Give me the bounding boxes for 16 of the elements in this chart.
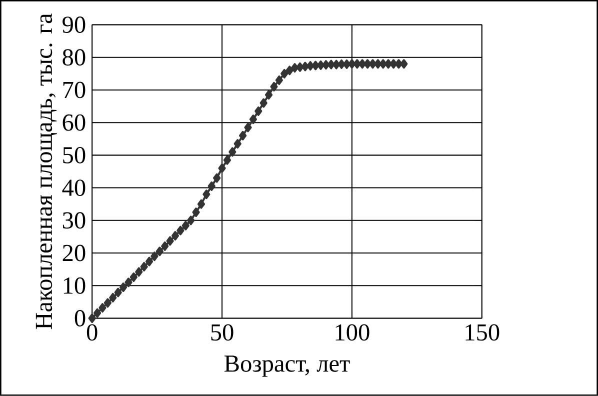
y-tick-label: 50 (63, 147, 86, 164)
y-tick-label: 20 (62, 244, 86, 262)
y-tick-label: 60 (62, 114, 86, 131)
y-tick-label: 30 (62, 212, 86, 229)
y-axis-title: Накопленная площадь, тыс. га (36, 14, 57, 330)
y-tick-label: 70 (63, 82, 86, 98)
x-tick-label: 0 (86, 324, 98, 341)
y-tick-label: 40 (62, 180, 86, 196)
x-tick-label: 100 (336, 324, 370, 341)
x-tick-label: 50 (211, 324, 234, 341)
y-tick-label: 90 (62, 16, 86, 34)
y-tick-label: 0 (74, 310, 86, 327)
x-axis-title: Возраст, лет (224, 356, 350, 377)
y-tick-label: 10 (64, 277, 86, 294)
y-tick-label: 80 (62, 49, 86, 66)
x-tick-label: 150 (466, 324, 500, 341)
